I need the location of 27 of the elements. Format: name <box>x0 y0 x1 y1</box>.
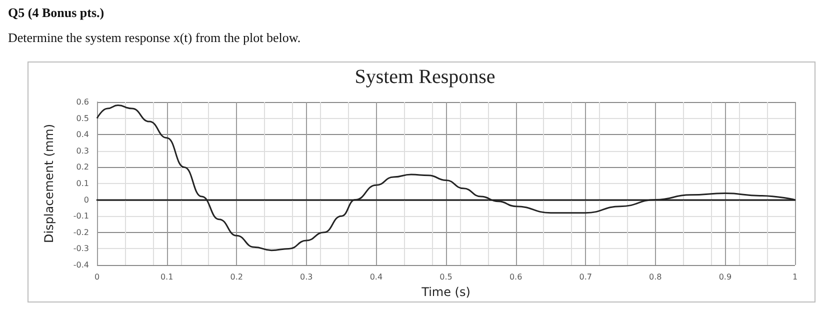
y-tick-label: 0.3 <box>76 146 89 156</box>
text: Determine the system response x(t) from the plot below. <box>8 30 301 45</box>
y-tick-label: 0.5 <box>76 114 89 123</box>
x-tick-label: 1 <box>792 272 798 282</box>
x-tick-label: 0.4 <box>370 272 383 282</box>
y-axis-title: Displacement (mm) <box>42 124 56 244</box>
x-tick-label: 0.1 <box>160 272 174 282</box>
x-tick-label: 0.9 <box>718 272 732 282</box>
x-tick-label: 0.3 <box>300 272 313 282</box>
x-axis-title: Time (s) <box>420 284 470 299</box>
x-tick-label: 0.2 <box>230 272 243 282</box>
y-tick-label: 0.1 <box>76 179 89 188</box>
x-tick-label: 0.8 <box>649 272 662 282</box>
y-tick-label: -0.3 <box>73 244 89 254</box>
x-tick-label: 0.6 <box>509 272 522 282</box>
y-tick-label: 0.2 <box>76 162 89 172</box>
chart-title: System Response <box>354 66 496 88</box>
y-tick-label: -0.1 <box>73 212 89 221</box>
y-tick-label: 0 <box>84 195 89 204</box>
y-tick-label: -0.2 <box>73 228 89 237</box>
text: Q5 (4 Bonus pts.) <box>8 5 104 20</box>
y-tick-label: 0.6 <box>76 98 89 106</box>
y-tick-label: -0.4 <box>73 260 89 270</box>
y-tick-label: 0.4 <box>76 130 89 140</box>
x-tick-label: 0 <box>94 272 100 282</box>
x-tick-label: 0.5 <box>440 272 452 282</box>
x-tick-label: 0.7 <box>579 272 592 282</box>
